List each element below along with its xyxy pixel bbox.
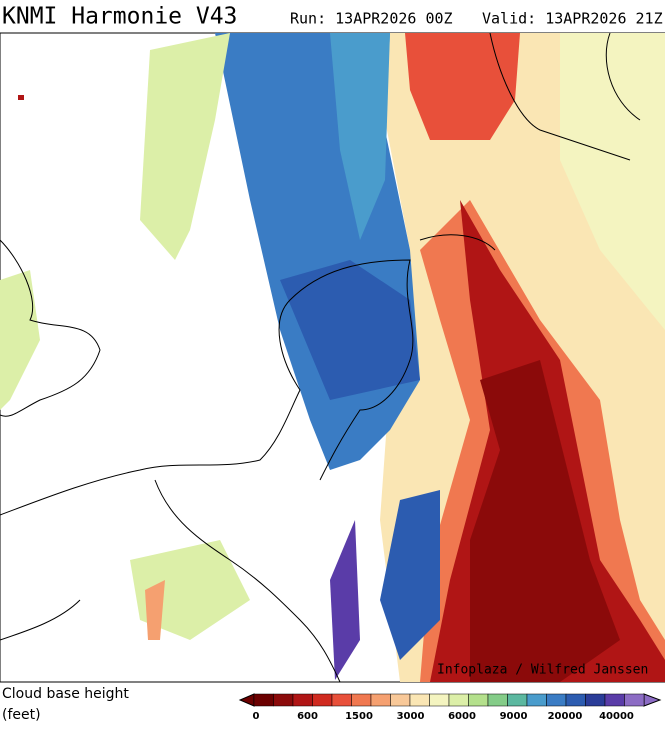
cloud-field — [405, 33, 520, 140]
colorbar-cell — [565, 693, 586, 707]
title: KNMI Harmonie V43 — [2, 4, 237, 30]
colorbar-cell — [468, 693, 489, 707]
colorbar-cell — [507, 693, 528, 707]
valid-time: Valid: 13APR2026 21Z — [482, 10, 663, 28]
credit: Infoplaza / Wilfred Janssen — [437, 663, 648, 678]
colorbar-label: 0 — [253, 711, 260, 722]
colorbar-cell — [585, 693, 606, 707]
legend-title: Cloud base height — [2, 686, 129, 702]
cloud-field — [470, 360, 620, 682]
colorbar-cell — [351, 693, 372, 707]
colorbar-cell — [292, 693, 313, 707]
colorbar-cell — [624, 693, 645, 707]
colorbar-cell — [370, 693, 391, 707]
colorbar-label: 1500 — [345, 711, 373, 722]
colorbar-cell — [604, 693, 625, 707]
colorbar-cell — [331, 693, 352, 707]
colorbar-cell — [390, 693, 411, 707]
cloud-pixel — [18, 95, 24, 100]
colorbar-label: 9000 — [500, 711, 528, 722]
colorbar-cell — [429, 693, 450, 707]
colorbar-cell — [273, 693, 294, 707]
colorbar-label: 20000 — [548, 711, 583, 722]
colorbar-cell — [448, 693, 469, 707]
colorbar-cell — [546, 693, 567, 707]
cloud-field — [330, 33, 390, 240]
colorbar-label: 40000 — [599, 711, 634, 722]
cloud-field — [560, 33, 665, 330]
colorbar-cell — [253, 693, 274, 707]
run-time: Run: 13APR2026 00Z — [290, 10, 453, 28]
colorbar-cell — [487, 693, 508, 707]
colorbar-cell — [409, 693, 430, 707]
cloud-field — [0, 270, 40, 410]
colorbar-label: 6000 — [448, 711, 476, 722]
cloud-field — [140, 33, 230, 260]
cloud-field — [380, 490, 440, 660]
map: Infoplaza / Wilfred Janssen — [0, 32, 665, 683]
coastline — [0, 32, 641, 683]
colorbar-label: 3000 — [397, 711, 425, 722]
colorbar-cell — [526, 693, 547, 707]
colorbar: 0 600 1500 3000 6000 9000 20000 40000 — [238, 693, 662, 722]
colorbar-arrow-left — [238, 693, 255, 707]
colorbar-cell — [312, 693, 333, 707]
cloud-field — [280, 260, 420, 400]
colorbar-arrow-right — [643, 693, 662, 707]
cloud-field — [330, 520, 360, 680]
legend-unit: (feet) — [2, 707, 41, 723]
cloud-field — [145, 580, 165, 640]
colorbar-label: 600 — [297, 711, 318, 722]
